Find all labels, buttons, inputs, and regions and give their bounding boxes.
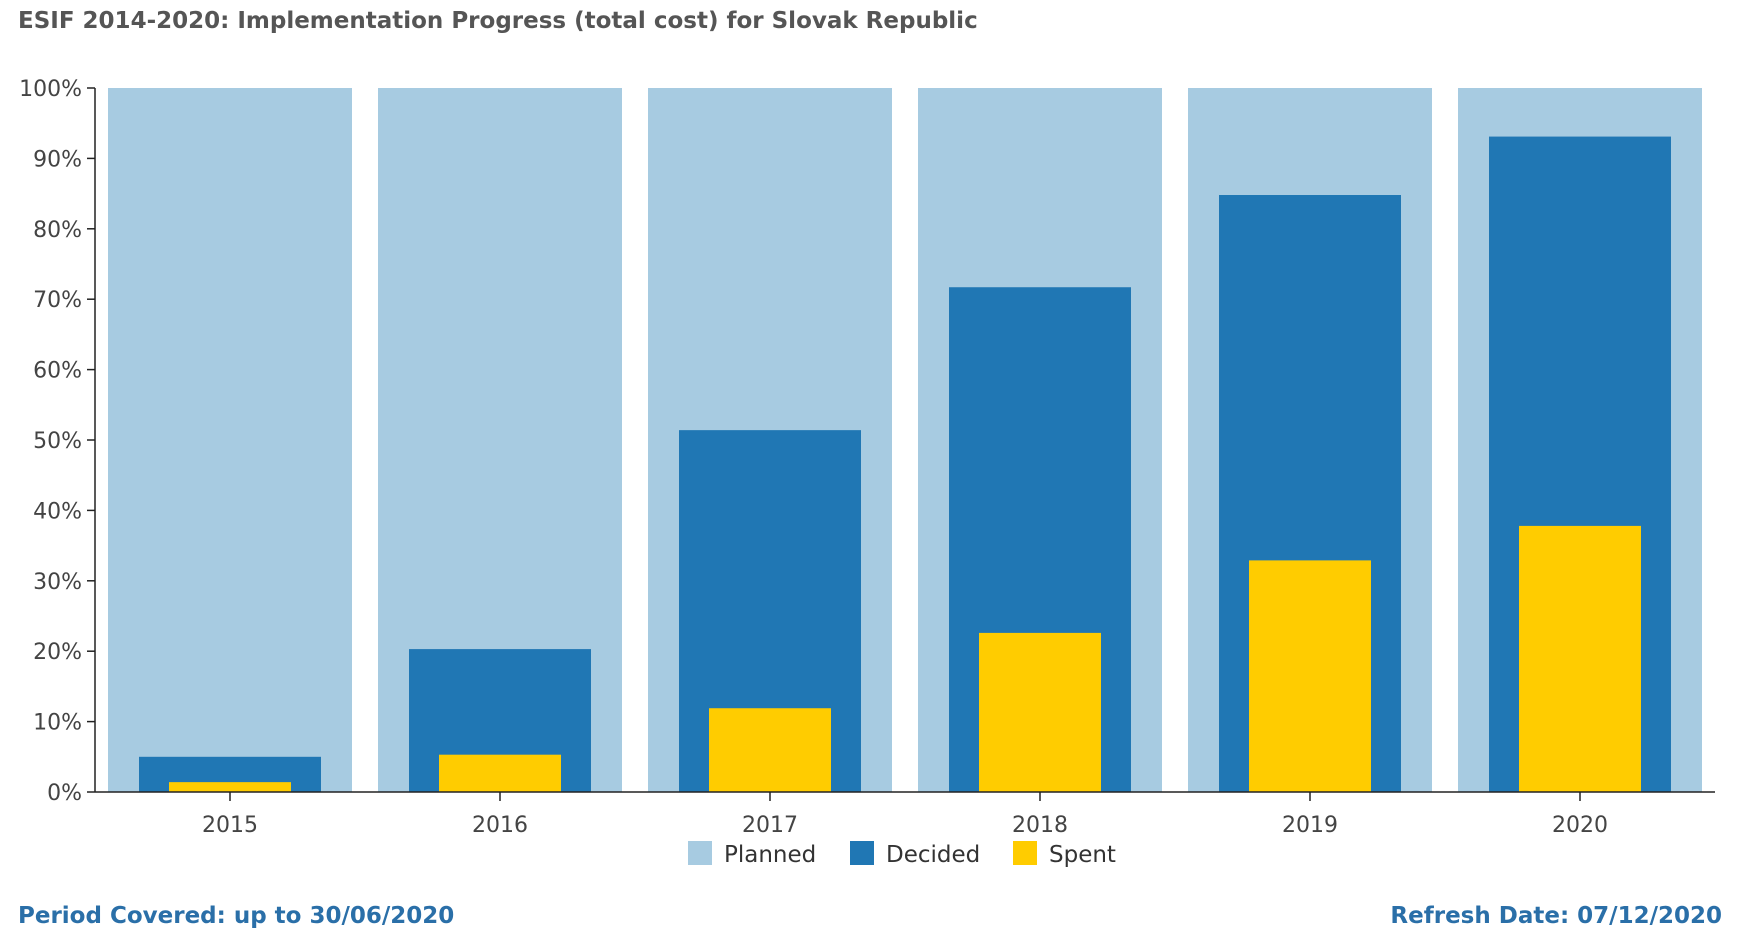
axes-group: 0% 10% 20% 30% 40% 50% 60% 70% 80% 90% 100% 2015 201…	[19, 77, 1715, 838]
bar-spent-2020	[1519, 525, 1641, 792]
legend-group: Planned Decided Spent	[688, 841, 1116, 868]
y-tick-label: 90%	[33, 147, 82, 172]
chart-title: ESIF 2014-2020: Implementation Progress …	[18, 8, 978, 34]
y-tick-label: 80%	[33, 218, 82, 243]
y-tick-label: 60%	[33, 359, 82, 384]
bar-spent-2015	[169, 782, 291, 792]
x-tick-label-2020: 2020	[1552, 813, 1608, 838]
x-tick-label-2017: 2017	[742, 813, 798, 838]
legend-swatch-decided	[850, 841, 874, 865]
y-tick-label: 20%	[33, 640, 82, 665]
bar-spent-2018	[979, 632, 1101, 792]
legend-swatch-planned	[688, 841, 712, 865]
y-tick-label: 30%	[33, 570, 82, 595]
bar-spent-2019	[1249, 560, 1371, 792]
legend-label-decided: Decided	[886, 842, 980, 868]
bars-group	[108, 88, 1702, 793]
y-tick-label: 0%	[47, 781, 82, 806]
bar-spent-2016	[439, 754, 561, 792]
bar-spent-2017	[709, 708, 831, 792]
y-tick-label: 10%	[33, 711, 82, 736]
bar-planned-2015	[108, 88, 352, 792]
legend-label-planned: Planned	[724, 842, 816, 868]
y-tick-label: 50%	[33, 429, 82, 454]
refresh-date: Refresh Date: 07/12/2020	[1390, 903, 1722, 929]
legend-label-spent: Spent	[1049, 842, 1116, 868]
x-tick-label-2016: 2016	[472, 813, 528, 838]
period-covered: Period Covered: up to 30/06/2020	[18, 903, 455, 929]
y-tick-label: 40%	[33, 499, 82, 524]
legend-swatch-spent	[1013, 841, 1037, 865]
x-tick-label-2015: 2015	[202, 813, 258, 838]
x-tick-label-2018: 2018	[1012, 813, 1068, 838]
y-tick-label: 100%	[19, 77, 82, 102]
y-tick-label: 70%	[33, 288, 82, 313]
x-tick-label-2019: 2019	[1282, 813, 1338, 838]
